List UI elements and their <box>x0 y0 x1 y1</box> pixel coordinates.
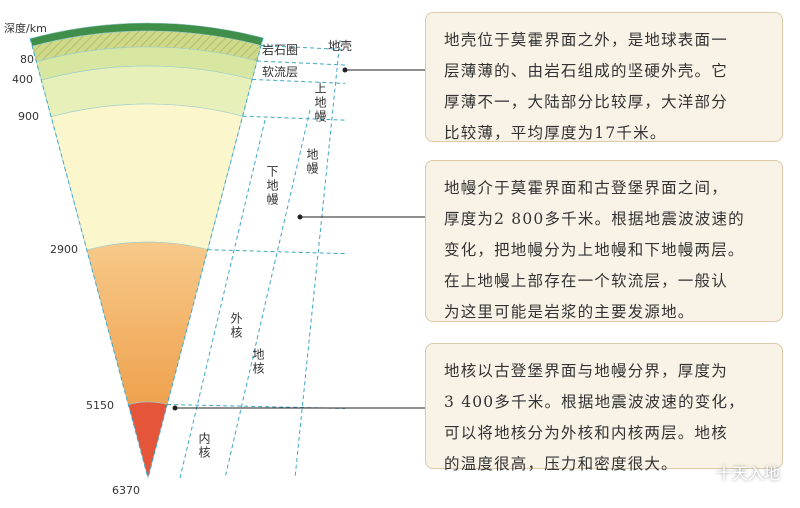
box-line: 为这里可能是岩浆的主要发源地。 <box>444 303 695 321</box>
connectors <box>172 67 425 411</box>
layer-label: 内核 <box>197 432 211 460</box>
span-guide <box>179 119 266 479</box>
box-line: 层薄薄的、由岩石组成的坚硬外壳。它 <box>444 62 728 80</box>
box-line: 在上地幔上部存在一个软流层，一般认 <box>444 272 728 290</box>
boundary-guide <box>242 115 346 121</box>
layer-label: 岩石圈 <box>262 42 298 57</box>
depth-label: 400 <box>12 73 33 86</box>
outer-core <box>86 241 209 405</box>
edge-guide <box>147 37 264 479</box>
layer-label: 地核 <box>251 348 265 376</box>
box-line: 3 400多千米。根据地震波波速的变化， <box>444 393 745 411</box>
span-guide <box>294 39 341 479</box>
edge-guide <box>29 38 149 479</box>
box-line: 的温度很高，压力和密度很大。 <box>444 455 678 473</box>
layer-label: 外核 <box>229 312 243 340</box>
depth-label: 6370 <box>112 484 140 497</box>
box-line: 比较薄，平均厚度为17千米。 <box>444 124 667 142</box>
box-line: 地核以古登堡界面与地幔分界，厚度为 <box>444 362 728 380</box>
box-line: 可以将地核分为外核和内核两层。地核 <box>444 424 728 442</box>
lower-mantle <box>50 103 243 251</box>
boundary-guide <box>207 249 346 255</box>
depth-label: 2900 <box>50 243 78 256</box>
layer-label: 软流层 <box>262 65 298 79</box>
layer-label: 地壳 <box>328 39 352 53</box>
inner-core <box>127 401 168 480</box>
wedge <box>29 22 264 480</box>
depth-label: 900 <box>18 110 39 123</box>
depth-label: 80 <box>20 53 34 66</box>
crust-box: 地壳位于莫霍界面之外，是地球表面一 层薄薄的、由岩石组成的坚硬外壳。它 厚薄不一，大… <box>425 12 783 142</box>
layer-label: 地幔 <box>305 148 319 176</box>
boundary-guide <box>252 78 346 84</box>
depth-title: 深度/km <box>4 21 47 35</box>
mantle-box: 地幔介于莫霍界面和古登堡界面之间， 厚度为2 800多千米。根据地震波波速的 变化，… <box>425 160 783 322</box>
boundary-guide <box>257 60 346 66</box>
layer-label: 下地幔 <box>265 165 279 207</box>
boundary-guide <box>261 45 346 51</box>
box-line: 厚度为2 800多千米。根据地震波波速的 <box>444 210 745 228</box>
box-line: 地幔介于莫霍界面和古登堡界面之间， <box>444 179 728 197</box>
layer-label: 上地幔 <box>313 82 327 124</box>
depth-label: 5150 <box>86 399 114 412</box>
watermark: 十天入地 <box>715 464 780 483</box>
box-line: 变化，把地幔分为上地幔和下地幔两层。 <box>444 241 745 259</box>
core-box: 地核以古登堡界面与地幔分界，厚度为 3 400多千米。根据地震波波速的变化， 可以将… <box>425 343 783 473</box>
box-line: 地壳位于莫霍界面之外，是地球表面一 <box>444 31 728 49</box>
box-line: 厚薄不一，大陆部分比较厚，大洋部分 <box>444 93 728 111</box>
